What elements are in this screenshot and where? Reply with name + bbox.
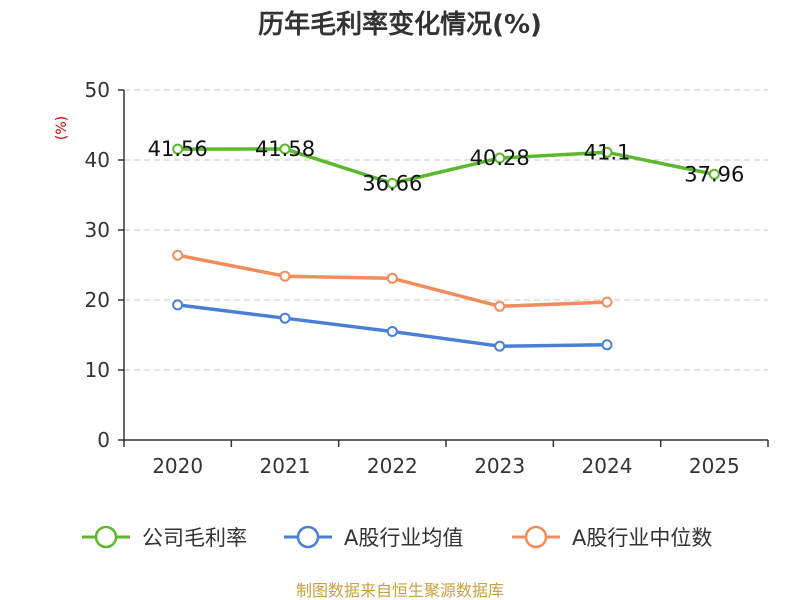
series-line [175,303,609,348]
legend-marker-icon [296,525,320,549]
legend-label: A股行业中位数 [572,526,712,550]
data-point [601,296,613,308]
data-point [172,249,184,261]
data-point [386,177,398,189]
x-tick-label: 2023 [474,454,525,478]
legend-label: 公司毛利率 [142,526,247,550]
data-point [494,340,506,352]
data-label: 41.1 [584,140,631,164]
axes: 0 10 20 30 40 50 2020 2021 2022 2023 2024 2025 [85,78,769,478]
source-note: 制图数据来自恒生聚源数据库 [296,581,504,600]
y-tick-label: 30 [85,218,110,242]
grid [124,89,768,371]
y-tick-label: 0 [97,428,110,452]
series-line [175,147,717,186]
x-tick-label: 2021 [260,454,311,478]
data-point [279,270,291,282]
data-point [708,168,720,180]
y-tick-label: 10 [85,358,110,382]
data-point [601,146,613,158]
x-tick-label: 2020 [152,454,203,478]
y-tick-label: 40 [85,148,110,172]
series-2 [172,249,613,312]
data-label: 40.28 [470,146,530,170]
data-point [494,300,506,312]
y-tick-label: 50 [85,78,110,102]
y-tick-label: 20 [85,288,110,312]
data-label: 41.58 [255,137,315,161]
data-point [172,299,184,311]
legend-item-2[interactable]: A股行业中位数 [512,525,712,550]
x-tick-label: 2024 [582,454,633,478]
data-point [601,339,613,351]
data-point [172,143,184,155]
data-label: 41.56 [148,137,208,161]
data-point [494,152,506,164]
legend[interactable]: 公司毛利率 A股行业均值 A股行业中位数 [82,525,712,550]
series [172,143,720,352]
chart-title: 历年毛利率变化情况(%) [258,9,542,40]
legend-label: A股行业均值 [344,526,463,550]
legend-marker-icon [524,525,548,549]
data-point [279,143,291,155]
data-labels: 41.56 41.58 36.66 40.28 41.1 37.96 [148,137,745,195]
legend-item-1[interactable]: A股行业均值 [284,525,463,550]
x-tick-label: 2025 [689,454,740,478]
data-label: 37.96 [684,162,744,186]
data-label: 36.66 [362,171,422,195]
data-point [386,326,398,337]
series-1 [172,299,613,352]
x-tick-label: 2022 [367,454,418,478]
data-point [279,312,291,324]
data-point [386,272,398,284]
series-0 [172,143,720,189]
y-axis-label: (%) [54,116,70,140]
legend-marker-icon [94,525,118,549]
legend-item-0[interactable]: 公司毛利率 [82,525,247,550]
